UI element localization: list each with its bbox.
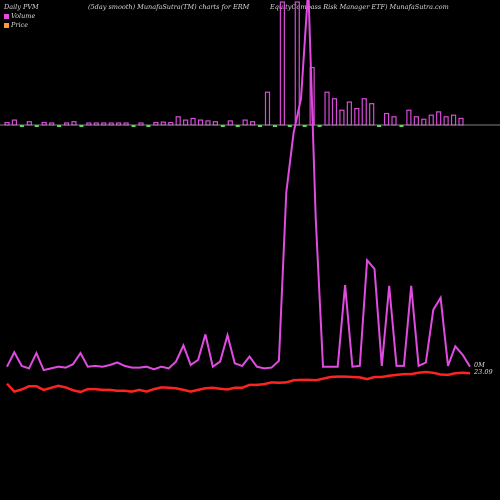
chart-title-left: Daily PVM — [4, 3, 39, 11]
pvm-bar-down — [302, 125, 307, 127]
legend-price-swatch — [4, 22, 9, 28]
chart-title-right: EquityCompass Risk Manager ETF) MunafaSu… — [270, 3, 449, 11]
pvm-bar-up — [361, 98, 367, 126]
last-price-label: 23.09 — [474, 368, 493, 376]
price-series-line — [6, 370, 471, 394]
last-volume-label: 0M — [474, 361, 485, 369]
legend-price-label: Price — [11, 21, 29, 29]
pvm-bar-down — [377, 125, 382, 127]
last-value-label: 0M 23.09 — [474, 362, 493, 376]
pvm-bar-up — [383, 112, 390, 126]
pvm-bar-down — [57, 125, 62, 127]
pvm-bar-down — [287, 125, 292, 127]
pvm-bar-up — [26, 121, 32, 126]
pvm-bar-up — [175, 116, 181, 126]
pvm-bar-up — [242, 119, 248, 126]
pvm-bar-up — [11, 119, 18, 126]
pvm-bar-up — [339, 109, 345, 126]
pvm-bar-down — [19, 125, 24, 127]
pvm-bar-up — [406, 109, 412, 126]
pvm-bar-down — [146, 125, 151, 127]
pvm-bar-up — [190, 117, 196, 126]
pvm-bar-up — [227, 120, 233, 126]
pvm-bar-down — [131, 125, 136, 127]
legend-volume-label: Volume — [11, 12, 36, 20]
volume-series-line — [6, 0, 471, 372]
pvm-bar-down — [272, 125, 277, 127]
pvm-bar-up — [250, 121, 256, 126]
pvm-bar-up — [443, 116, 449, 126]
pvm-bar-up — [197, 119, 204, 126]
pvm-bar-up — [391, 116, 397, 126]
pvm-bar-up — [436, 111, 442, 126]
pvm-bar-up — [369, 103, 375, 126]
pvm-bar-down — [317, 125, 322, 127]
pvm-bar-up — [324, 91, 330, 126]
pvm-bar-up — [71, 121, 77, 126]
pvm-bar-up — [279, 1, 285, 126]
pvm-bar-up — [458, 117, 464, 126]
legend-price: Price — [4, 21, 28, 29]
pvm-bar-up — [183, 119, 189, 126]
pvm-bar-up — [160, 121, 166, 126]
pvm-bar-up — [346, 101, 352, 126]
pvm-bar-up — [428, 114, 434, 126]
pvm-bar-down — [399, 125, 404, 127]
pvm-bar-up — [450, 114, 457, 126]
pvm-bar-up — [421, 118, 427, 126]
pvm-bar-up — [413, 116, 419, 126]
pvm-bar-up — [205, 120, 211, 126]
pvm-bar-up — [264, 91, 271, 126]
chart-title-middle: (5day smooth) MunafaSutra(TM) charts for… — [88, 3, 250, 11]
pvm-bar-down — [220, 125, 225, 127]
pvm-bar-down — [258, 125, 263, 127]
pvm-bar-up — [331, 98, 338, 126]
pvm-bar-up — [212, 121, 218, 126]
pvm-bar-down — [235, 125, 240, 127]
pvm-bar-down — [79, 125, 84, 127]
legend-volume: Volume — [4, 12, 35, 20]
pvm-bar-up — [354, 107, 360, 126]
legend-volume-swatch — [4, 13, 9, 19]
pvm-bar-down — [34, 125, 39, 127]
